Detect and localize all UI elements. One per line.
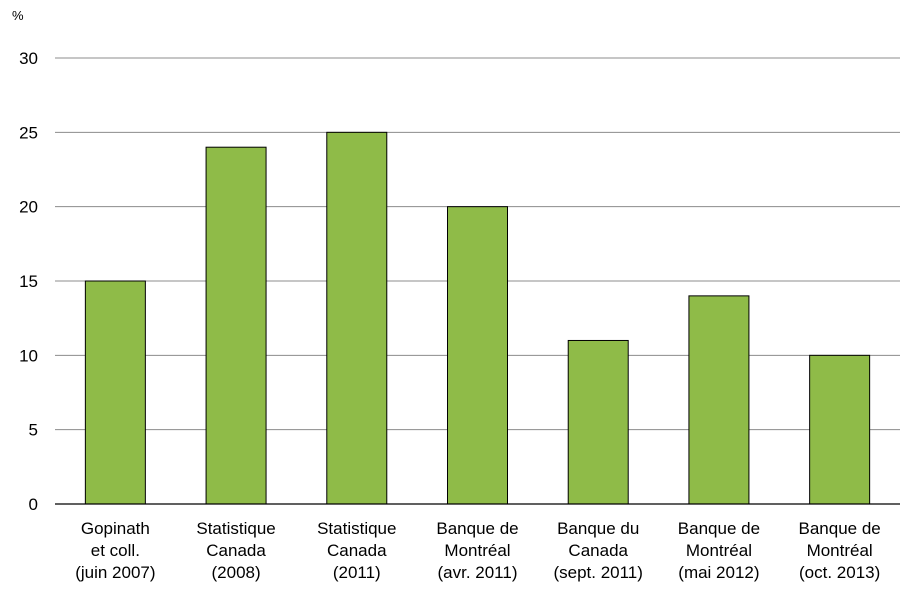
- x-category-label-line: Gopinath: [81, 519, 150, 538]
- bar: [809, 354, 871, 505]
- bar: [84, 280, 146, 505]
- bar: [688, 295, 750, 505]
- x-category-label: Gopinath et coll. (juin 2007): [75, 519, 155, 582]
- bars: [84, 131, 871, 505]
- x-category-label-line: (avr. 2011): [437, 563, 517, 582]
- x-category-label: Banque du Canada (sept. 2011): [553, 519, 642, 582]
- x-category-label-line: Banque de: [678, 519, 760, 538]
- x-category-label-line: Banque de: [799, 519, 881, 538]
- x-category-label-line: (sept. 2011): [553, 563, 642, 582]
- bar: [567, 339, 629, 505]
- y-axis-unit-label: %: [12, 8, 24, 23]
- x-category-label-line: (mai 2012): [678, 563, 759, 582]
- y-tick-label: 30: [19, 49, 38, 68]
- x-category-label-line: Canada: [206, 541, 266, 560]
- bar: [205, 146, 267, 505]
- x-category-label-line: Montréal: [807, 541, 873, 560]
- x-category-label: Banque de Montréal (oct. 2013): [799, 519, 881, 582]
- x-category-label: Banque de Montréal (mai 2012): [678, 519, 760, 582]
- y-tick-label: 5: [29, 421, 38, 440]
- x-category-label-line: (2008): [212, 563, 261, 582]
- bar: [326, 131, 388, 505]
- x-category-label-line: Montréal: [444, 541, 510, 560]
- y-tick-label: 25: [19, 123, 38, 142]
- x-category-label-line: Montréal: [686, 541, 752, 560]
- y-tick-label: 20: [19, 198, 38, 217]
- x-category-label-line: Canada: [327, 541, 387, 560]
- x-category-label: Banque de Montréal (avr. 2011): [436, 519, 518, 582]
- bar: [447, 206, 508, 505]
- x-category-label: Statistique Canada (2008): [196, 519, 275, 582]
- x-category-label-line: Banque du: [557, 519, 639, 538]
- x-category-label: Statistique Canada (2011): [317, 519, 396, 582]
- x-category-label-line: Statistique: [317, 519, 396, 538]
- x-category-label-line: Canada: [568, 541, 628, 560]
- y-tick-label: 15: [19, 272, 38, 291]
- x-category-label-line: et coll.: [91, 541, 140, 560]
- x-axis-category-labels: Gopinath et coll. (juin 2007) Statistique Ca…: [75, 519, 881, 582]
- x-category-label-line: (2011): [333, 563, 381, 582]
- y-tick-label: 10: [19, 346, 38, 365]
- y-axis-tick-labels: 0 5 10 15 20 25 30: [19, 49, 38, 514]
- x-category-label-line: Banque de: [436, 519, 518, 538]
- x-category-label-line: Statistique: [196, 519, 275, 538]
- x-category-label-line: (oct. 2013): [799, 563, 880, 582]
- x-category-label-line: (juin 2007): [75, 563, 155, 582]
- y-tick-label: 0: [29, 495, 38, 514]
